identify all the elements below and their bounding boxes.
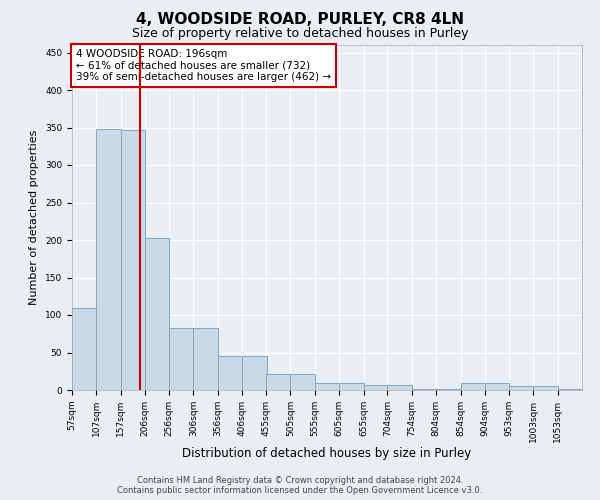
Bar <box>533 386 557 390</box>
Bar <box>315 382 339 390</box>
Bar <box>509 386 533 390</box>
Bar <box>364 385 388 390</box>
Bar <box>290 374 315 390</box>
Bar <box>436 388 461 390</box>
Bar <box>121 130 145 390</box>
Text: 4, WOODSIDE ROAD, PURLEY, CR8 4LN: 4, WOODSIDE ROAD, PURLEY, CR8 4LN <box>136 12 464 28</box>
Y-axis label: Number of detached properties: Number of detached properties <box>29 130 40 305</box>
Bar <box>242 356 266 390</box>
Bar <box>97 129 121 390</box>
Bar <box>72 308 97 390</box>
Bar <box>388 385 412 390</box>
Bar <box>169 328 193 390</box>
Bar <box>412 388 436 390</box>
Bar <box>266 374 290 390</box>
Text: 4 WOODSIDE ROAD: 196sqm
← 61% of detached houses are smaller (732)
39% of semi-d: 4 WOODSIDE ROAD: 196sqm ← 61% of detache… <box>76 49 331 82</box>
Text: Contains HM Land Registry data © Crown copyright and database right 2024.
Contai: Contains HM Land Registry data © Crown c… <box>118 476 482 495</box>
X-axis label: Distribution of detached houses by size in Purley: Distribution of detached houses by size … <box>182 448 472 460</box>
Bar <box>557 388 582 390</box>
Bar <box>193 328 218 390</box>
Bar <box>339 382 364 390</box>
Bar <box>461 382 485 390</box>
Text: Size of property relative to detached houses in Purley: Size of property relative to detached ho… <box>132 28 468 40</box>
Bar <box>145 238 169 390</box>
Bar <box>218 356 242 390</box>
Bar <box>485 382 509 390</box>
